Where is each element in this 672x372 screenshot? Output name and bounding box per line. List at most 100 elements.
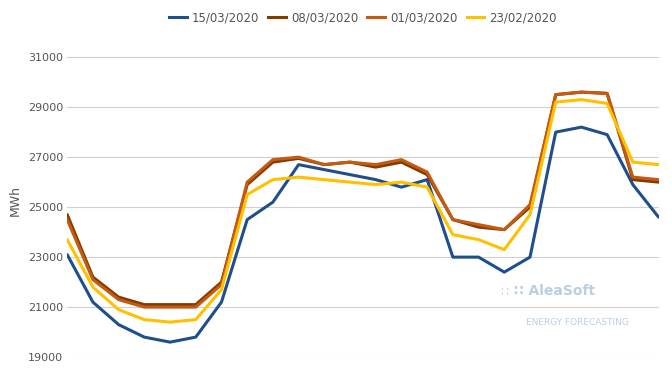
08/03/2020 bbox=[294, 156, 302, 161]
08/03/2020 bbox=[269, 160, 277, 164]
01/03/2020 bbox=[423, 170, 431, 174]
15/03/2020 bbox=[140, 335, 149, 339]
15/03/2020 bbox=[629, 182, 637, 187]
15/03/2020 bbox=[192, 335, 200, 339]
15/03/2020 bbox=[603, 132, 611, 137]
Y-axis label: MWh: MWh bbox=[9, 185, 22, 217]
15/03/2020 bbox=[372, 177, 380, 182]
08/03/2020 bbox=[321, 163, 329, 167]
23/02/2020 bbox=[269, 177, 277, 182]
08/03/2020 bbox=[218, 280, 226, 284]
23/02/2020 bbox=[577, 97, 585, 102]
15/03/2020 bbox=[346, 172, 354, 177]
01/03/2020 bbox=[321, 163, 329, 167]
08/03/2020 bbox=[526, 205, 534, 209]
08/03/2020 bbox=[552, 92, 560, 97]
01/03/2020 bbox=[629, 175, 637, 179]
01/03/2020 bbox=[346, 160, 354, 164]
08/03/2020 bbox=[192, 302, 200, 307]
01/03/2020 bbox=[63, 217, 71, 222]
23/02/2020 bbox=[166, 320, 174, 324]
Line: 08/03/2020: 08/03/2020 bbox=[67, 92, 659, 305]
23/02/2020 bbox=[603, 101, 611, 106]
01/03/2020 bbox=[372, 163, 380, 167]
01/03/2020 bbox=[115, 297, 123, 302]
15/03/2020 bbox=[243, 217, 251, 222]
23/02/2020 bbox=[192, 317, 200, 322]
Text: ENERGY FORECASTING: ENERGY FORECASTING bbox=[526, 318, 628, 327]
01/03/2020 bbox=[397, 157, 405, 162]
15/03/2020 bbox=[655, 215, 663, 219]
08/03/2020 bbox=[500, 227, 508, 232]
01/03/2020 bbox=[294, 155, 302, 159]
15/03/2020 bbox=[526, 255, 534, 259]
08/03/2020 bbox=[63, 212, 71, 217]
01/03/2020 bbox=[552, 92, 560, 97]
15/03/2020 bbox=[89, 300, 97, 304]
15/03/2020 bbox=[269, 200, 277, 204]
08/03/2020 bbox=[655, 180, 663, 185]
23/02/2020 bbox=[423, 185, 431, 189]
Line: 01/03/2020: 01/03/2020 bbox=[67, 92, 659, 307]
01/03/2020 bbox=[500, 227, 508, 232]
23/02/2020 bbox=[346, 180, 354, 185]
08/03/2020 bbox=[372, 165, 380, 169]
01/03/2020 bbox=[166, 305, 174, 310]
08/03/2020 bbox=[140, 302, 149, 307]
15/03/2020 bbox=[449, 255, 457, 259]
15/03/2020 bbox=[166, 340, 174, 344]
23/02/2020 bbox=[140, 317, 149, 322]
08/03/2020 bbox=[423, 172, 431, 177]
01/03/2020 bbox=[218, 282, 226, 287]
01/03/2020 bbox=[89, 278, 97, 282]
08/03/2020 bbox=[577, 90, 585, 94]
15/03/2020 bbox=[500, 270, 508, 275]
01/03/2020 bbox=[474, 222, 482, 227]
23/02/2020 bbox=[63, 237, 71, 242]
01/03/2020 bbox=[140, 305, 149, 310]
23/02/2020 bbox=[474, 237, 482, 242]
23/02/2020 bbox=[397, 180, 405, 185]
01/03/2020 bbox=[655, 177, 663, 182]
01/03/2020 bbox=[269, 157, 277, 162]
23/02/2020 bbox=[526, 212, 534, 217]
Text: ∷: ∷ bbox=[500, 285, 508, 298]
Line: 15/03/2020: 15/03/2020 bbox=[67, 127, 659, 342]
23/02/2020 bbox=[89, 285, 97, 289]
15/03/2020 bbox=[63, 252, 71, 257]
08/03/2020 bbox=[243, 182, 251, 187]
08/03/2020 bbox=[603, 91, 611, 96]
23/02/2020 bbox=[629, 160, 637, 164]
Line: 23/02/2020: 23/02/2020 bbox=[67, 100, 659, 322]
15/03/2020 bbox=[218, 300, 226, 304]
23/02/2020 bbox=[294, 175, 302, 179]
15/03/2020 bbox=[294, 163, 302, 167]
Legend: 15/03/2020, 08/03/2020, 01/03/2020, 23/02/2020: 15/03/2020, 08/03/2020, 01/03/2020, 23/0… bbox=[165, 7, 561, 29]
15/03/2020 bbox=[552, 130, 560, 134]
23/02/2020 bbox=[655, 163, 663, 167]
08/03/2020 bbox=[166, 302, 174, 307]
08/03/2020 bbox=[449, 217, 457, 222]
08/03/2020 bbox=[115, 295, 123, 299]
23/02/2020 bbox=[449, 232, 457, 237]
15/03/2020 bbox=[474, 255, 482, 259]
15/03/2020 bbox=[321, 167, 329, 172]
01/03/2020 bbox=[192, 305, 200, 310]
08/03/2020 bbox=[474, 225, 482, 230]
23/02/2020 bbox=[243, 192, 251, 197]
15/03/2020 bbox=[577, 125, 585, 129]
23/02/2020 bbox=[115, 307, 123, 312]
23/02/2020 bbox=[321, 177, 329, 182]
01/03/2020 bbox=[603, 91, 611, 96]
15/03/2020 bbox=[397, 185, 405, 189]
08/03/2020 bbox=[89, 275, 97, 279]
23/02/2020 bbox=[218, 288, 226, 292]
15/03/2020 bbox=[115, 323, 123, 327]
01/03/2020 bbox=[449, 217, 457, 222]
08/03/2020 bbox=[346, 160, 354, 164]
23/02/2020 bbox=[552, 100, 560, 105]
23/02/2020 bbox=[500, 247, 508, 252]
15/03/2020 bbox=[423, 177, 431, 182]
08/03/2020 bbox=[397, 160, 405, 164]
08/03/2020 bbox=[629, 177, 637, 182]
